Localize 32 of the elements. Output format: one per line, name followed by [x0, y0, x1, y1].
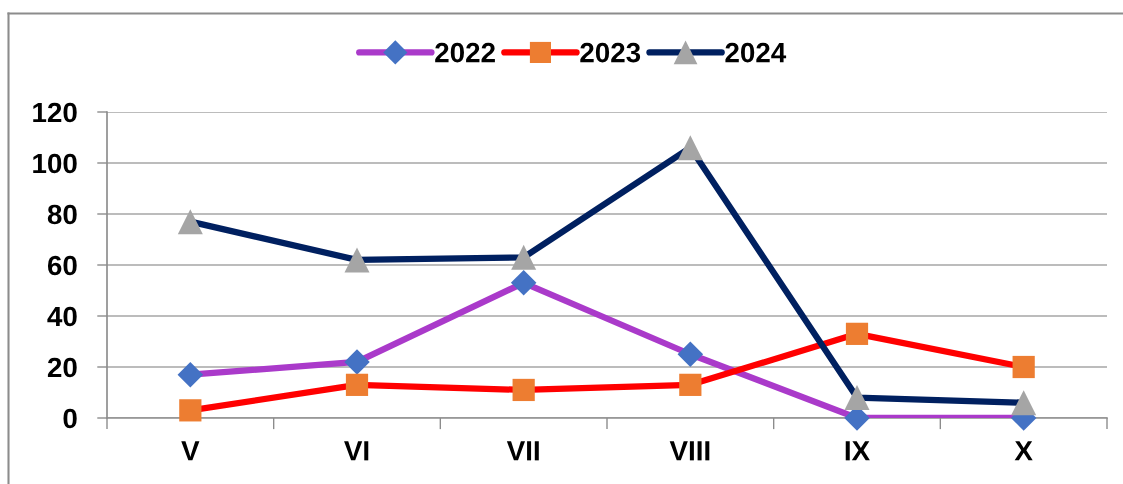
point [845, 322, 869, 345]
x-tick-label: IX [845, 441, 870, 461]
point [1012, 355, 1035, 379]
x-tick-label: V [181, 441, 200, 461]
y-tick-label: 60 [47, 255, 77, 276]
point [844, 385, 870, 411]
x-tick-label: X [1014, 441, 1033, 461]
point [512, 378, 535, 402]
y-tick-label: 120 [33, 102, 77, 123]
y-tick-label: 40 [47, 306, 77, 327]
y-tick-label: 20 [47, 357, 77, 378]
point [177, 361, 204, 388]
legend-label: 2022 [435, 42, 495, 63]
point [344, 349, 370, 375]
x-tick-label: VI [344, 441, 369, 461]
legend-label: 2024 [725, 42, 787, 63]
point [345, 373, 369, 396]
point [179, 399, 202, 422]
point [1011, 390, 1037, 416]
y-tick-label: 0 [63, 408, 77, 429]
x-tick-label: VII [506, 441, 539, 461]
point [679, 373, 702, 396]
point [677, 135, 703, 161]
x-tick-label: VIII [669, 441, 710, 461]
y-tick-label: 80 [47, 204, 77, 225]
point [177, 209, 203, 235]
point [344, 247, 370, 273]
y-tick-label: 100 [33, 153, 77, 174]
point [511, 244, 537, 270]
point [510, 270, 537, 296]
legend-label: 2023 [580, 42, 641, 63]
point [677, 341, 704, 368]
